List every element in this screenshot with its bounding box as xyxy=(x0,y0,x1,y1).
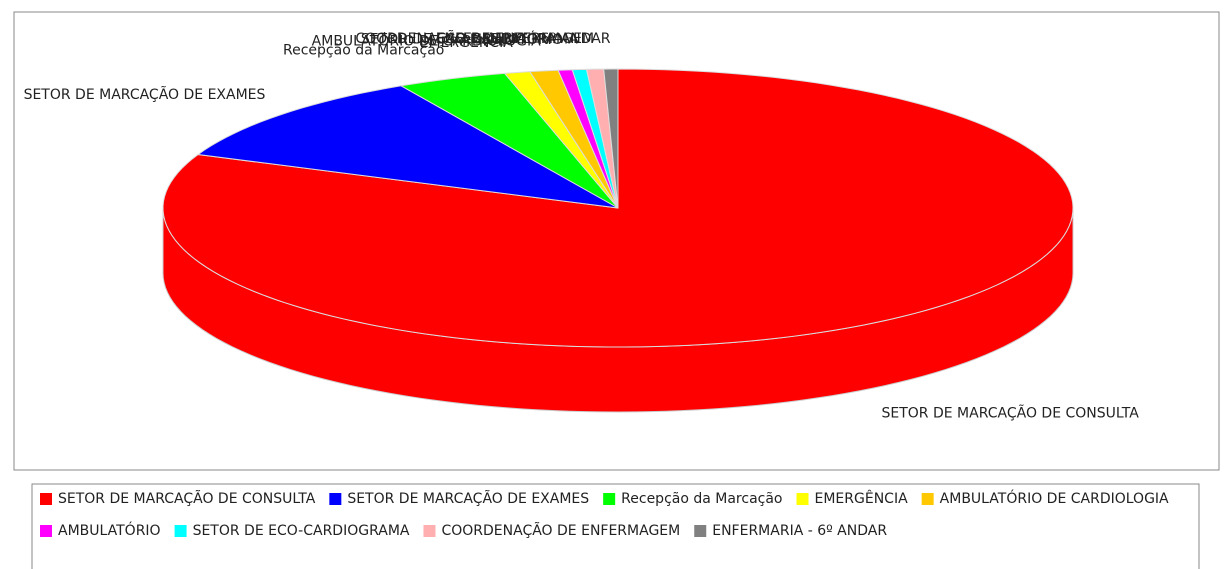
plot: SETOR DE MARCAÇÃO DE CONSULTA SETOR DE MA… xyxy=(24,30,1140,421)
pie-slice xyxy=(399,72,619,209)
legend-swatch xyxy=(694,525,707,537)
legend-label: AMBULATÓRIO DE CARDIOLOGIA xyxy=(940,489,1169,507)
legend-swatch xyxy=(603,493,616,505)
legend-box xyxy=(31,483,1200,569)
pie-slice xyxy=(196,85,619,209)
slice-label: AMBULATÓRIO xyxy=(460,30,563,48)
legend-label: ENFERMARIA - 6º ANDAR xyxy=(712,523,887,539)
legend-label: SETOR DE ECO-CARDIOGRAMA xyxy=(193,523,410,539)
slice-label: SETOR DE MARCAÇÃO DE EXAMES xyxy=(24,86,266,103)
legend-label: COORDENAÇÃO DE ENFERMAGEM xyxy=(441,522,680,539)
legend-label: AMBULATÓRIO xyxy=(58,521,161,539)
slice-label: SETOR DE MARCAÇÃO DE CONSULTA xyxy=(882,405,1140,422)
legend-swatch xyxy=(329,493,342,505)
legend-swatch xyxy=(174,525,187,537)
legend-label: SETOR DE MARCAÇÃO DE EXAMES xyxy=(347,490,589,507)
slice-label: Recepção da Marcação xyxy=(283,43,444,59)
legend-swatch xyxy=(796,493,809,505)
slice-label: EMERGÊNCIA xyxy=(420,33,514,51)
legend-label: Recepção da Marcação xyxy=(621,491,782,507)
slice-label: COORDENAÇÃO DE ENFERMAGEM xyxy=(355,30,594,47)
slice-label: ENFERMARIA - 6º ANDAR xyxy=(436,31,611,47)
legend-swatch xyxy=(40,493,52,505)
slice-label: AMBULATÓRIO DE CARDIOLOGIA xyxy=(312,31,541,49)
legend-label: SETOR DE MARCAÇÃO DE CONSULTA xyxy=(58,490,316,507)
pie-slice xyxy=(603,68,619,209)
legend-label: EMERGÊNCIA xyxy=(815,489,909,507)
legend-swatch xyxy=(423,525,436,537)
legend: SETOR DE MARCAÇÃO DE CONSULTA SETOR DE MA… xyxy=(40,489,1169,539)
slice-label: SETOR DE ECO-CARDIOGRAMA xyxy=(361,32,578,48)
legend-swatch xyxy=(40,525,52,537)
legend-swatch xyxy=(921,493,934,505)
